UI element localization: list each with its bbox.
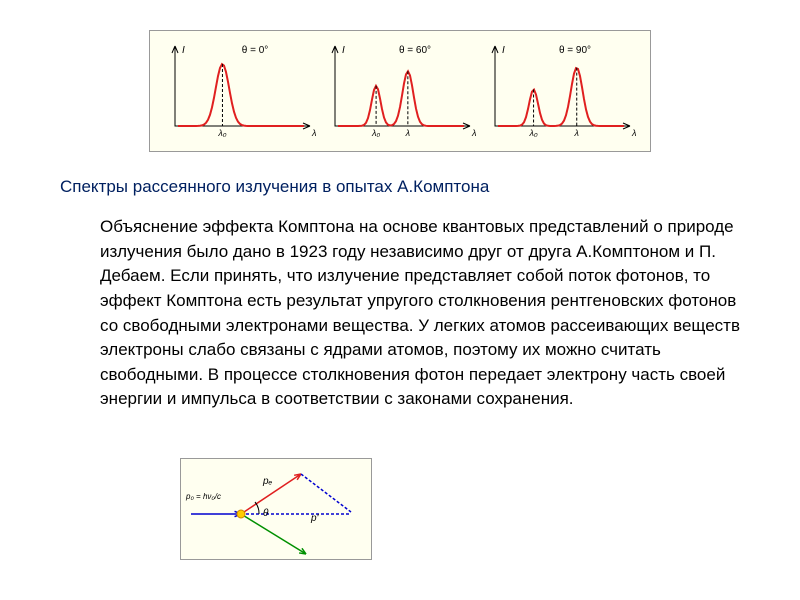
svg-text:pₑ: pₑ	[262, 476, 273, 487]
svg-text:I: I	[182, 45, 185, 56]
diagram-svg: pₑ p' θ p₀ = hν₀/c	[181, 459, 371, 559]
figure-caption: Спектры рассеянного излучения в опытах А…	[60, 177, 760, 197]
svg-text:θ = 60°: θ = 60°	[399, 45, 431, 56]
svg-text:λ₀: λ₀	[371, 128, 380, 138]
svg-text:λ₀: λ₀	[528, 128, 537, 138]
spectra-figure: θ = 0° Iλ₀ λ θ = 60° Iλ₀ λ λ θ = 90° Iλ₀ λ λ	[149, 30, 651, 152]
svg-text:p': p'	[310, 513, 320, 524]
svg-text:θ: θ	[263, 508, 269, 519]
svg-text:λ: λ	[574, 128, 579, 138]
spectra-svg: θ = 0° Iλ₀ λ θ = 60° Iλ₀ λ λ θ = 90° Iλ₀ λ λ	[160, 36, 640, 146]
svg-text:θ = 0°: θ = 0°	[242, 45, 269, 56]
svg-text:p₀ = hν₀/c: p₀ = hν₀/c	[185, 492, 221, 501]
svg-text:λ: λ	[631, 128, 636, 138]
svg-text:θ = 90°: θ = 90°	[559, 45, 591, 56]
svg-text:I: I	[342, 45, 345, 56]
svg-text:λ: λ	[405, 128, 410, 138]
svg-text:I: I	[502, 45, 505, 56]
momentum-diagram: pₑ p' θ p₀ = hν₀/c	[180, 458, 372, 560]
svg-text:λ₀: λ₀	[217, 128, 226, 138]
body-text: Объяснение эффекта Комптона на основе кв…	[100, 215, 740, 412]
svg-text:λ: λ	[471, 128, 476, 138]
svg-text:λ: λ	[311, 128, 316, 138]
